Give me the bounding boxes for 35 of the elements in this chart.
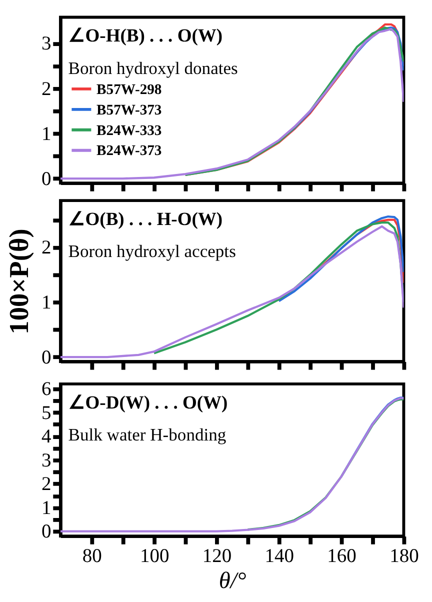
y-tick-label: 0	[41, 347, 52, 368]
y-tick-label: 2	[41, 474, 52, 496]
y-tick-label: 2	[41, 78, 52, 100]
x-tick-label: 180	[390, 546, 419, 567]
x-axis-title: θ/°	[218, 568, 246, 594]
y-tick-label: 6	[41, 379, 52, 400]
y-tick-label: 5	[41, 402, 52, 424]
y-axis-title: 100×P(θ)	[4, 228, 34, 334]
line-series	[60, 28, 404, 180]
y-tick-label: 2	[41, 238, 52, 259]
legend-label: B24W-373	[96, 143, 162, 160]
y-tick-label: 3	[41, 450, 52, 472]
y-tick-label: 3	[41, 34, 52, 55]
annotation: ∠O(B) . . . H-O(W)	[68, 208, 223, 230]
x-tick-label: 140	[264, 546, 294, 567]
y-tick-label: 0	[41, 168, 52, 190]
x-tick-label: 100	[140, 546, 170, 567]
x-tick-label: 80	[82, 546, 102, 567]
y-tick-label: 4	[41, 426, 52, 448]
annotation: Boron hydroxyl donates	[68, 58, 238, 78]
annotation: ∠O-D(W) . . . O(W)	[68, 392, 228, 414]
y-tick-label: 0	[41, 522, 52, 543]
line-series	[246, 398, 404, 531]
annotation: ∠O-H(B) . . . O(W)	[68, 26, 223, 47]
line-series	[278, 215, 404, 302]
legend-label: B57W-373	[96, 102, 162, 118]
y-tick-label: 1	[41, 124, 52, 145]
y-tick-label: 1	[41, 292, 52, 314]
legend-label: B24W-333	[96, 122, 162, 139]
x-tick-label: 120	[202, 546, 232, 567]
y-tick-label: 1	[41, 498, 52, 519]
annotation: Bulk water H-bonding	[68, 424, 226, 444]
x-tick-label: 160	[327, 546, 356, 567]
annotation: Boron hydroxyl accepts	[68, 241, 236, 262]
legend-label: B57W-298	[96, 82, 162, 98]
